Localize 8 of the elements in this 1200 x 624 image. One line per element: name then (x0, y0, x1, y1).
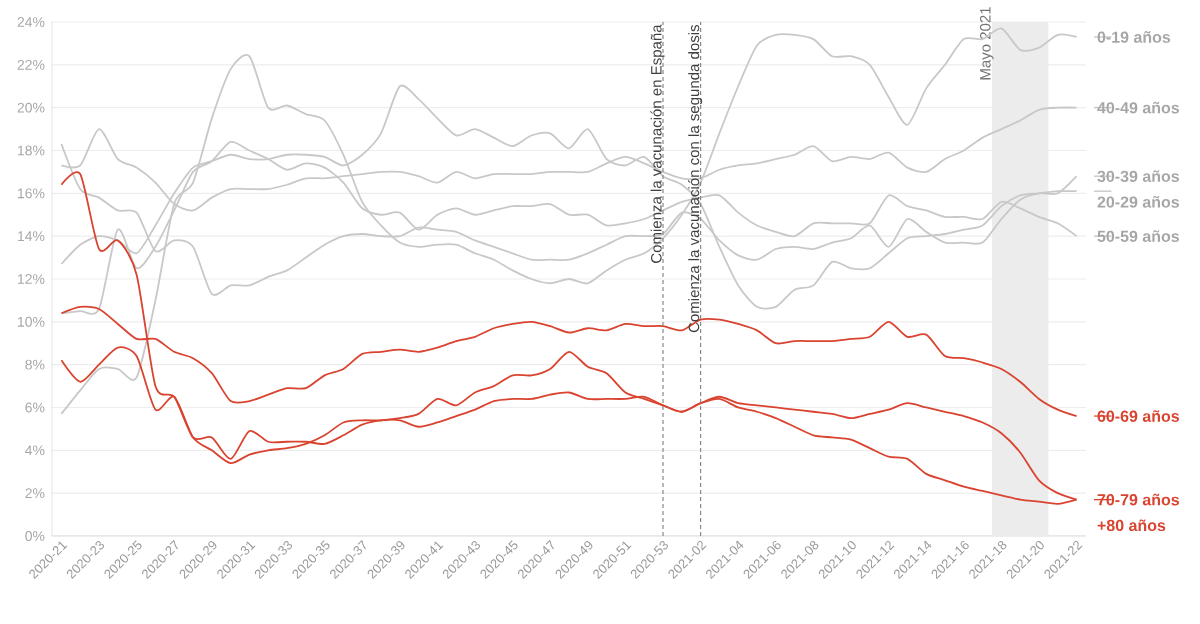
legend-label: 30-39 años (1097, 170, 1180, 183)
legend-label: 0-19 años (1097, 31, 1171, 43)
legend-label: 40-49 años (1097, 101, 1180, 114)
series-label: +80 años (1097, 519, 1166, 532)
legend-label: 60-69 años (1097, 410, 1180, 422)
legend-label: 70-79 años (1097, 493, 1180, 506)
legend-label: 20-29 años (1097, 196, 1180, 208)
legend-label: 50-59 años (1097, 230, 1180, 242)
